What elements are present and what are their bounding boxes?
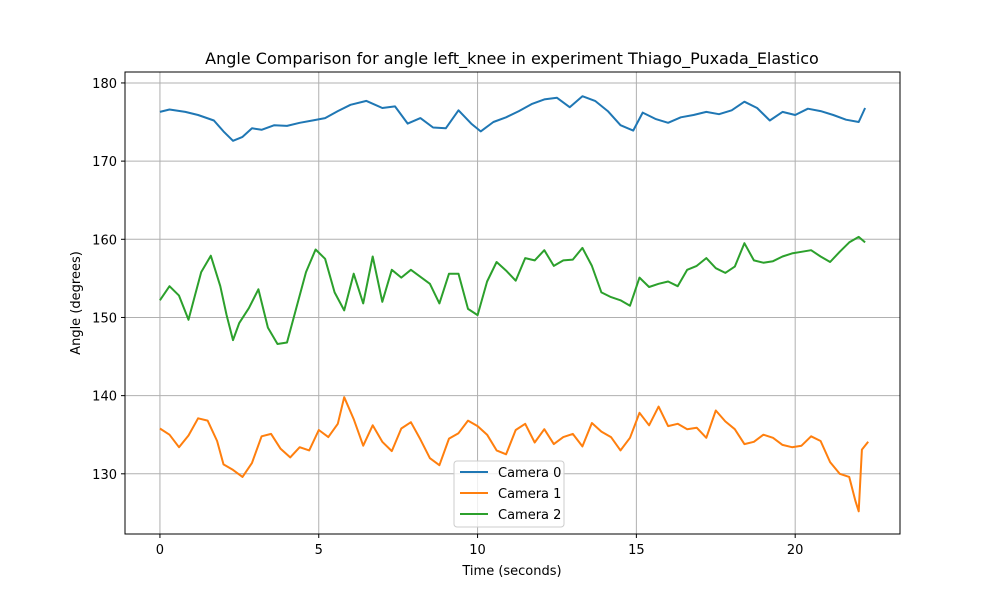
x-tick-label: 15 [628, 543, 645, 558]
y-tick-label: 140 [92, 390, 117, 405]
series-line-camera-1 [159, 396, 869, 513]
legend: Camera 0 Camera 1 Camera 2 [453, 460, 565, 528]
grid-lines [125, 72, 900, 534]
y-tick-label: 160 [92, 233, 117, 248]
series-lines [159, 95, 869, 513]
x-tick-label: 5 [315, 543, 323, 558]
plot-frame [124, 71, 901, 535]
legend-label-camera-1: Camera 1 [498, 487, 561, 502]
x-tick-label: 20 [787, 543, 804, 558]
y-tick-label: 150 [92, 311, 117, 326]
x-axis-label: Time (seconds) [461, 564, 561, 579]
x-tick-label: 0 [156, 543, 164, 558]
x-tick-label: 10 [469, 543, 486, 558]
y-tick-label: 170 [92, 155, 117, 170]
legend-label-camera-0: Camera 0 [498, 466, 561, 481]
axis-ticks: 0 5 10 15 20 130 140 150 160 170 180 [92, 77, 803, 558]
y-tick-label: 180 [92, 77, 117, 92]
y-axis-label: Angle (degrees) [69, 251, 84, 355]
series-line-camera-2 [159, 235, 866, 345]
legend-label-camera-2: Camera 2 [498, 508, 561, 523]
y-tick-label: 130 [92, 468, 117, 483]
legend-box [453, 460, 565, 528]
series-line-camera-0 [159, 95, 867, 142]
chart-title: Angle Comparison for angle left_knee in … [205, 49, 819, 69]
